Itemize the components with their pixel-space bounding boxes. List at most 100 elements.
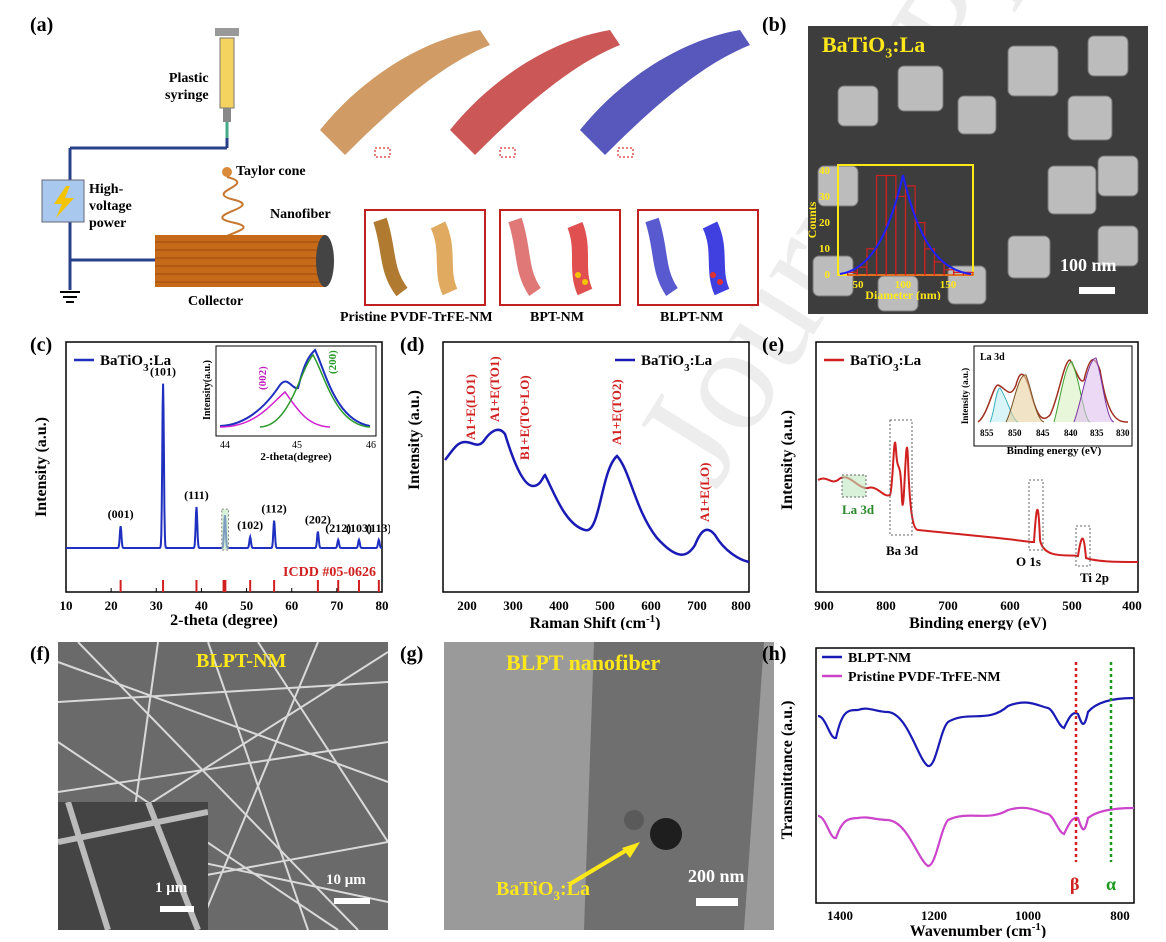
histogram-bar <box>895 195 907 276</box>
raman-xtick: 600 <box>641 598 661 613</box>
xrd-xtick: 10 <box>60 598 73 613</box>
raman-ylabel: Intensity (a.u.) <box>406 390 423 490</box>
panel-f-letter: (f) <box>30 643 50 665</box>
xrd-peak-label: (101) <box>150 365 176 379</box>
xrd-xtick: 60 <box>285 598 298 613</box>
hist-ylabel: Counts <box>808 201 819 238</box>
taylor-cone-label: Taylor cone <box>236 164 306 179</box>
syringe-label: Plastic syringe <box>165 71 209 103</box>
panel-e-xps-chart: La 3d Ba 3d O 1s Ti 2p BaTiO3:La La 3d 8… <box>779 341 1142 630</box>
xrd-inset-total <box>219 348 371 427</box>
collector-label: Collector <box>188 294 244 309</box>
raman-xtick: 400 <box>549 598 569 613</box>
ftir-series-pristine <box>817 806 1135 868</box>
sem-image-blpt-nm <box>58 642 388 930</box>
sem-image-batio3 <box>808 26 1148 314</box>
xps-ti-label: Ti 2p <box>1080 570 1109 585</box>
xrd-peak-label: (212) <box>325 521 351 535</box>
xrd-legend: BaTiO3:La <box>100 353 172 374</box>
panel-a-schematic <box>41 28 759 306</box>
xrd-inset-200-label: (200) <box>327 350 339 374</box>
ftir-xtick: 1000 <box>1015 908 1041 923</box>
xrd-peak-label: (202) <box>305 513 331 527</box>
xps-xtick: 600 <box>1000 598 1020 613</box>
panel-f-title: BLPT-NM <box>196 650 287 672</box>
xrd-xtick: 20 <box>105 598 118 613</box>
raman-xtick: 800 <box>731 598 751 613</box>
nanofiber-label: Nanofiber <box>270 207 331 222</box>
tem-fiber <box>584 642 764 930</box>
ftir-legend-2: Pristine PVDF-TrFE-NM <box>848 670 1001 685</box>
gaussian-fit-line <box>839 174 972 275</box>
xrd-inset-ylabel: Intensity(a.u.) <box>202 360 213 420</box>
panel-b-scale-bar <box>1079 287 1115 294</box>
ftir-xlabel: Wavenumber (cm-1) <box>910 921 1046 938</box>
xrd-inset-xtick: 45 <box>292 440 302 451</box>
xps-xtick: 800 <box>876 598 896 613</box>
xrd-peak-label: (113) <box>366 521 390 535</box>
histogram-bar <box>933 261 945 276</box>
panel-g-scale-bar <box>696 898 738 906</box>
membrane-label-bpt: BPT-NM <box>530 310 584 325</box>
xps-series-line <box>817 441 1139 563</box>
panel-f-scale-small-label: 1 μm <box>155 880 188 896</box>
hist-xtick: 50 <box>853 279 865 291</box>
xrd-peak-label: (102) <box>237 518 263 532</box>
ftir-legend-1: BLPT-NM <box>848 651 911 666</box>
hist-ytick: 10 <box>819 243 831 255</box>
xrd-xtick: 70 <box>330 598 343 613</box>
membrane-bpt <box>450 30 621 306</box>
hist-xtick: 150 <box>940 279 957 291</box>
panel-b-histogram-inset: 0 10 20 30 40 50 100 150 Diameter (nm) C… <box>808 164 974 300</box>
xps-inset-ylabel: Intensity (a.u.) <box>960 368 970 424</box>
xps-inset-title: La 3d <box>980 352 1005 363</box>
xrd-peak-label: (001) <box>108 507 134 521</box>
xrd-peak-label: (103) <box>346 521 372 535</box>
raman-mode-label: A1+E(LO1) <box>463 374 478 440</box>
xps-inset-xtick: 840 <box>1064 428 1078 438</box>
xps-inset-xlabel: Binding energy (eV) <box>1007 445 1102 457</box>
syringe-icon <box>215 28 239 138</box>
xrd-inset-xlabel: 2-theta(degree) <box>260 451 332 463</box>
sem-cubes <box>812 35 1139 312</box>
ftir-series-blpt <box>817 696 1135 768</box>
histogram-bar <box>856 266 868 276</box>
xps-xtick: 900 <box>814 598 834 613</box>
panel-g-scale-label: 200 nm <box>688 866 745 886</box>
hist-ytick: 0 <box>825 269 831 281</box>
xps-inset-xtick: 830 <box>1116 428 1130 438</box>
xrd-xtick: 40 <box>195 598 208 613</box>
membrane-label-pristine: Pristine PVDF-TrFE-NM <box>340 310 493 325</box>
xrd-xtick: 50 <box>240 598 253 613</box>
panel-e-letter: (e) <box>762 334 785 356</box>
xps-inset-xtick: 855 <box>980 428 994 438</box>
raman-series-line <box>444 428 750 564</box>
panel-c-letter: (c) <box>30 334 53 356</box>
raman-xtick: 500 <box>595 598 615 613</box>
xps-xlabel: Binding energy (eV) <box>909 615 1047 630</box>
raman-legend: BaTiO3:La <box>641 353 713 374</box>
collector-drum-icon <box>155 235 334 287</box>
membrane-pristine <box>320 30 490 306</box>
histogram-bar <box>962 271 974 276</box>
raman-mode-label: B1+E(TO+LO) <box>517 375 532 460</box>
raman-mode-label: A1+E(TO1) <box>487 356 502 422</box>
panel-c-xrd-chart: (001) (101) (111) (102) (112) (202)(212)(103)… <box>33 341 390 629</box>
hist-xlabel: Diameter (nm) <box>865 288 940 300</box>
raman-xlabel: Raman Shift (cm-1) <box>530 613 661 630</box>
membrane-blpt <box>580 30 759 306</box>
raman-mode-label: A1+E(TO2) <box>609 379 624 445</box>
panel-b-title: BaTiO3:La <box>822 32 926 62</box>
ftir-xtick: 800 <box>1110 908 1130 923</box>
panel-g-particle-label: BaTiO3:La <box>496 878 590 903</box>
ftir-alpha-label: α <box>1106 874 1116 894</box>
xrd-peak-label: (112) <box>261 502 286 516</box>
panel-b-letter: (b) <box>762 14 787 36</box>
ftir-ylabel: Transmittance (a.u.) <box>779 701 796 840</box>
xps-ba-label: Ba 3d <box>886 543 919 558</box>
panel-g-title: BLPT nanofiber <box>506 650 661 675</box>
raman-xtick: 300 <box>503 598 523 613</box>
xps-o-label: O 1s <box>1016 554 1041 569</box>
raman-xtick: 700 <box>687 598 707 613</box>
xps-xtick: 400 <box>1122 598 1142 613</box>
